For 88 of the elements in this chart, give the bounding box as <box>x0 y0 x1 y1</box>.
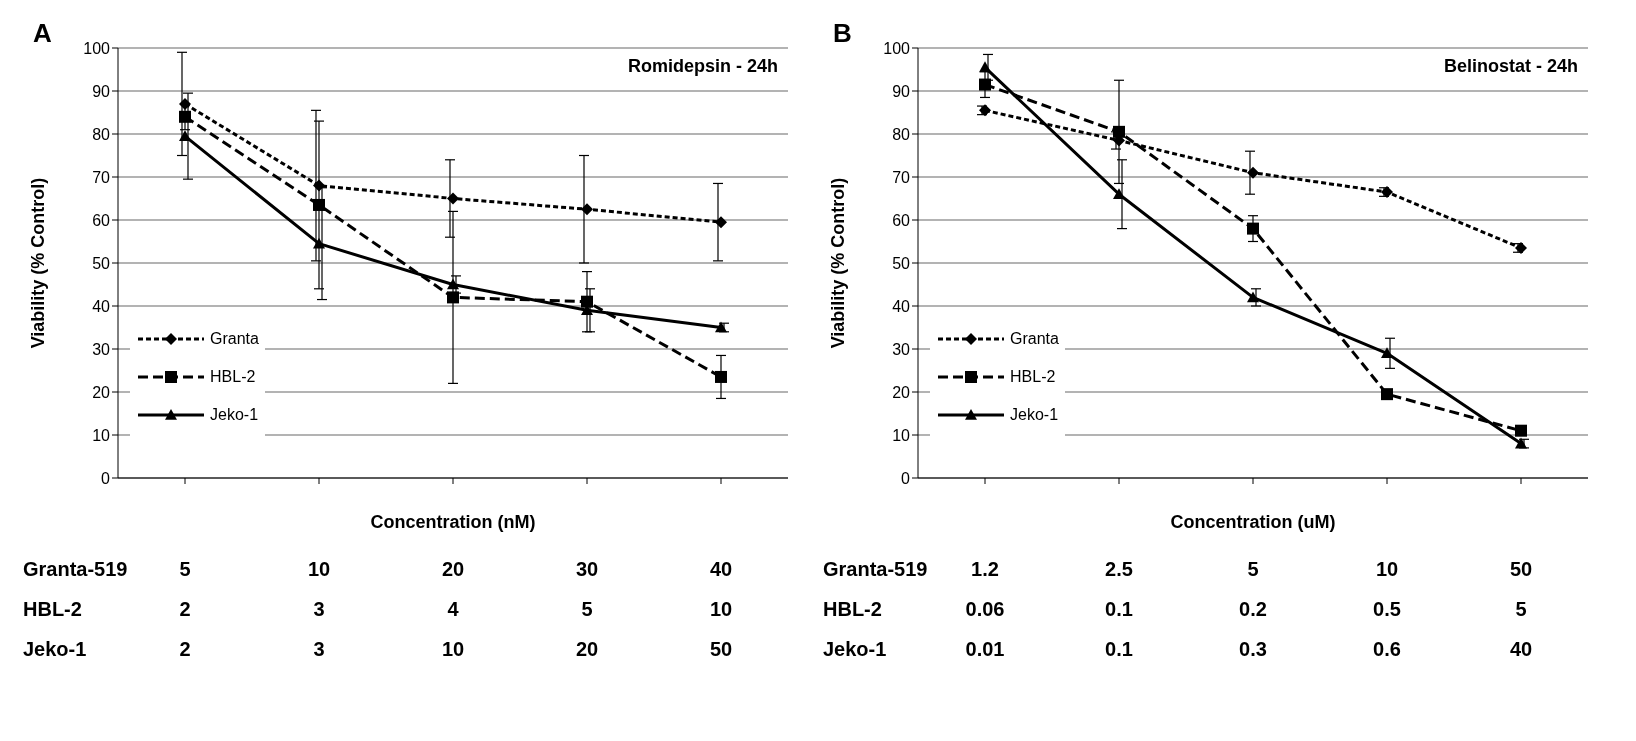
point <box>1381 388 1393 401</box>
y-tick-label: 100 <box>83 39 111 57</box>
point <box>1381 347 1393 359</box>
y-tick-label: 10 <box>92 426 111 444</box>
text: 0.06 <box>965 598 1005 621</box>
point <box>1247 222 1259 235</box>
legend-label: HBL-2 <box>210 368 256 386</box>
text: 0.5 <box>1373 598 1401 621</box>
y-tick-label: 0 <box>901 469 911 487</box>
text: 4 <box>447 598 459 621</box>
point <box>1515 424 1527 437</box>
text: 10 <box>709 598 733 621</box>
text: 0.2 <box>1239 598 1267 621</box>
text: 50 <box>1509 558 1533 581</box>
point <box>1113 125 1125 138</box>
text: Jeko-1 <box>23 638 87 661</box>
text: 2 <box>179 598 191 621</box>
y-tick-label: 40 <box>92 297 111 315</box>
text: 0.3 <box>1239 638 1267 661</box>
text: 40 <box>1509 638 1533 661</box>
text: 0.6 <box>1373 638 1401 661</box>
text: 20 <box>441 558 465 581</box>
text: 50 <box>709 638 733 661</box>
text: 5 <box>581 598 593 621</box>
legend-label: Jeko-1 <box>210 406 259 424</box>
y-tick-label: 20 <box>92 383 111 401</box>
text: 0.01 <box>965 638 1005 661</box>
text: Jeko-1 <box>823 638 887 661</box>
point <box>1113 188 1125 199</box>
point <box>447 278 459 290</box>
text: 3 <box>313 638 325 661</box>
chart-subtitle: Romidepsin - 24h <box>627 56 778 77</box>
text: 3 <box>313 598 325 621</box>
legend-label: HBL-2 <box>1010 368 1056 386</box>
y-tick-label: 40 <box>892 297 911 315</box>
y-tick-label: 50 <box>892 254 911 272</box>
legend-label: Granta <box>1010 330 1059 348</box>
y-tick-label: 60 <box>892 211 911 229</box>
y-tick-label: 80 <box>92 125 111 143</box>
text: HBL-2 <box>23 598 82 621</box>
legend-label: Jeko-1 <box>1010 406 1059 424</box>
y-axis-title: Viability (% Control) <box>28 177 49 349</box>
point <box>1247 291 1259 303</box>
y-tick-label: 70 <box>92 168 111 186</box>
text: Granta-519 <box>23 558 128 581</box>
y-axis-title: Viability (% Control) <box>828 177 849 349</box>
point <box>715 216 727 229</box>
text: 10 <box>441 638 465 661</box>
text: 5 <box>1515 598 1527 621</box>
text: 40 <box>709 558 733 581</box>
y-tick-label: 90 <box>892 82 911 100</box>
y-tick-label: 90 <box>92 82 111 100</box>
text: 0.1 <box>1105 598 1133 621</box>
x-axis-title: Concentration (uM) <box>1170 512 1336 532</box>
text: 0.1 <box>1105 638 1133 661</box>
chart-title: B <box>833 18 852 49</box>
y-tick-label: 80 <box>892 125 911 143</box>
text: 30 <box>575 558 599 581</box>
y-tick-label: 60 <box>92 211 111 229</box>
y-tick-label: 30 <box>92 340 111 358</box>
legend-label: Granta <box>210 330 259 348</box>
y-tick-label: 100 <box>883 39 911 57</box>
text: 5 <box>179 558 191 581</box>
chart-subtitle: Belinostat - 24h <box>1443 56 1578 77</box>
text: 20 <box>575 638 599 661</box>
y-tick-label: 30 <box>892 340 911 358</box>
chart-title: A <box>33 18 52 49</box>
point <box>979 61 991 73</box>
point <box>979 78 991 91</box>
text: 2.5 <box>1105 558 1133 581</box>
text: 1.2 <box>971 558 999 581</box>
point <box>581 203 593 216</box>
y-tick-label: 20 <box>892 383 911 401</box>
text: 2 <box>179 638 191 661</box>
text: 5 <box>1247 558 1259 581</box>
text: HBL-2 <box>823 598 882 621</box>
point <box>179 130 191 141</box>
y-tick-label: 10 <box>892 426 911 444</box>
x-axis-title: Concentration (nM) <box>370 512 536 532</box>
text: 10 <box>1375 558 1399 581</box>
point <box>1247 166 1259 179</box>
point <box>447 192 459 205</box>
y-tick-label: 50 <box>92 254 111 272</box>
text: 10 <box>307 558 331 581</box>
y-tick-label: 0 <box>101 469 111 487</box>
y-tick-label: 70 <box>892 168 911 186</box>
point <box>715 370 727 383</box>
text: Granta-519 <box>823 558 928 581</box>
